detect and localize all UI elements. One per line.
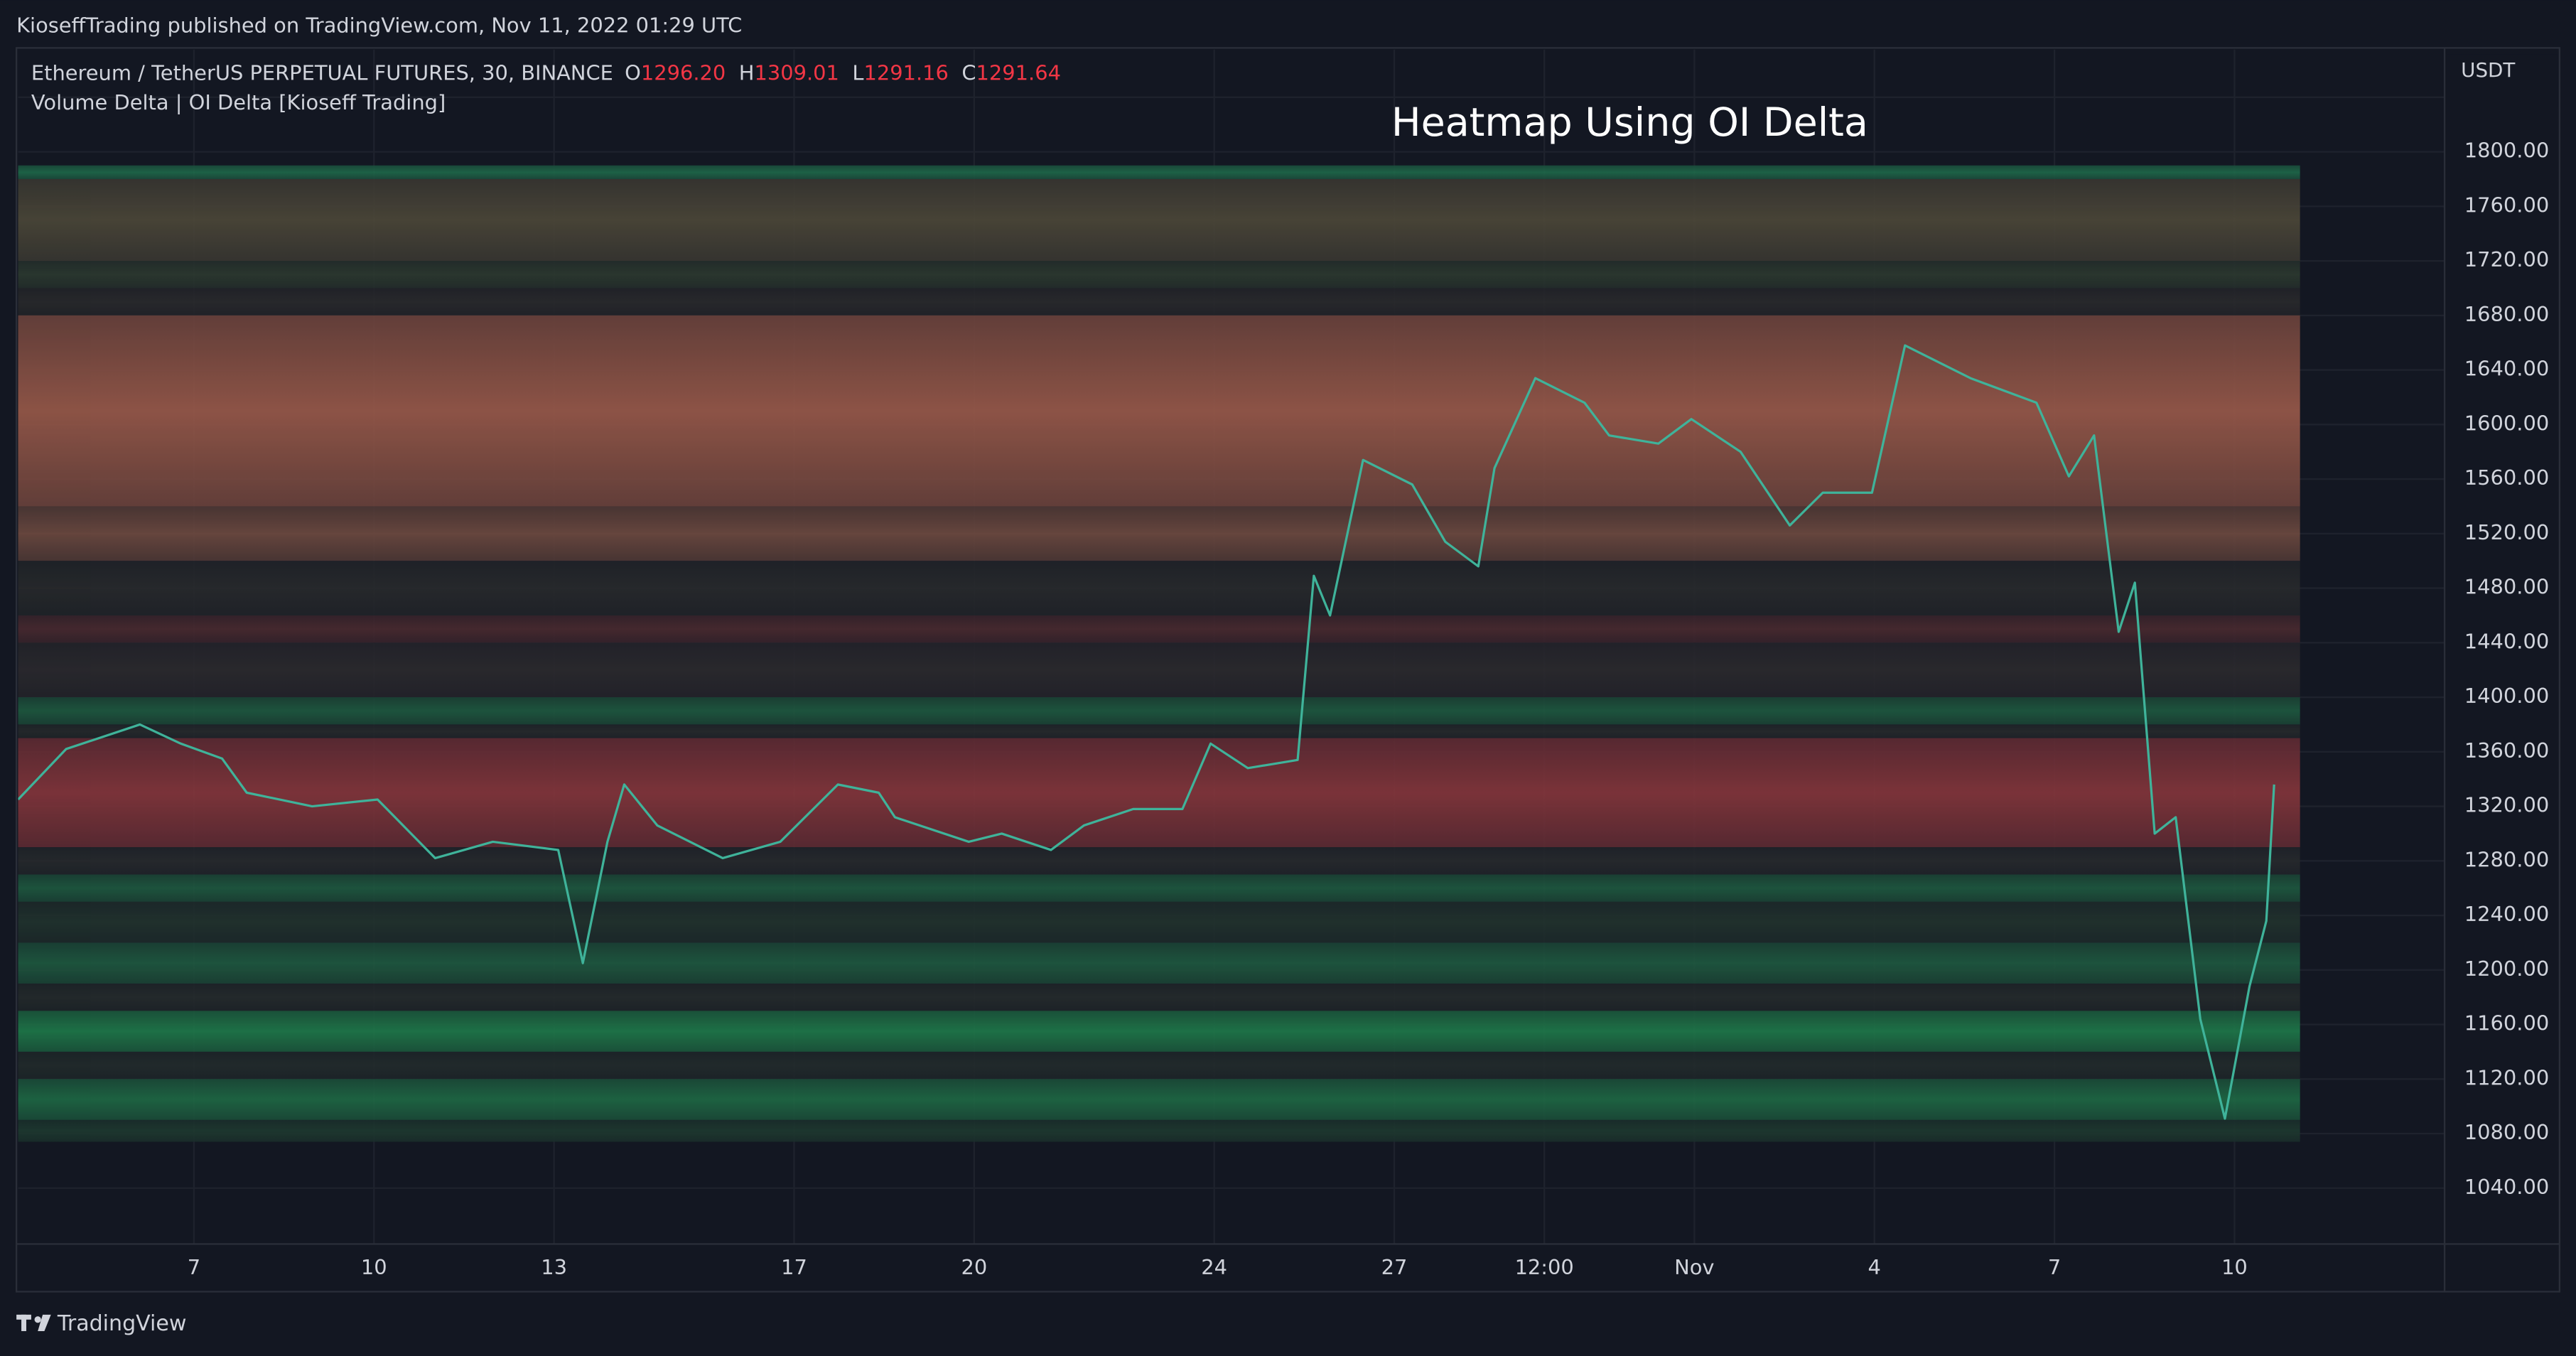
- band-shade: [18, 874, 2300, 902]
- band-shade: [18, 983, 2300, 1011]
- band-shade: [18, 1079, 2300, 1120]
- band-shade: [18, 1119, 2300, 1142]
- annotation: Heatmap Using OI Delta: [1391, 100, 1868, 146]
- band-shade: [18, 1051, 2300, 1080]
- x-tick-label: 10: [361, 1255, 387, 1279]
- published-line: KioseffTrading published on TradingView.…: [16, 13, 742, 37]
- x-tick-label: 4: [1868, 1255, 1881, 1279]
- ohlc-key: L: [852, 60, 863, 85]
- band-shade: [18, 615, 2300, 643]
- ohlc-key: H: [739, 60, 755, 85]
- x-tick-label: 13: [541, 1255, 567, 1279]
- y-unit: USDT: [2461, 58, 2516, 82]
- band-shade: [18, 288, 2300, 316]
- symbol-legend: Ethereum / TetherUS PERPETUAL FUTURES, 3…: [31, 60, 1061, 85]
- band-shade: [18, 942, 2300, 984]
- symbol-name: Ethereum / TetherUS PERPETUAL FUTURES, 3…: [31, 60, 613, 85]
- band-shade: [18, 901, 2300, 943]
- ohlc-value: 1296.20: [641, 60, 726, 85]
- x-tick-label: 12:00: [1515, 1255, 1574, 1279]
- y-tick-label: 1680.00: [2464, 302, 2549, 326]
- band-shade: [18, 642, 2300, 698]
- y-tick-label: 1320.00: [2464, 793, 2549, 817]
- x-tick-label: 7: [2048, 1255, 2061, 1279]
- y-tick-label: 1760.00: [2464, 193, 2549, 217]
- y-tick-label: 1640.00: [2464, 357, 2549, 381]
- y-tick-label: 1200.00: [2464, 957, 2549, 981]
- band-shade: [18, 165, 2300, 179]
- band-shade: [18, 315, 2300, 507]
- x-tick-label: 17: [781, 1255, 807, 1279]
- x-tick-label: 7: [188, 1255, 200, 1279]
- x-tick-label: 10: [2221, 1255, 2248, 1279]
- ohlc-value: 1291.16: [863, 60, 948, 85]
- band-shade: [18, 738, 2300, 848]
- x-tick-label: 27: [1381, 1255, 1408, 1279]
- y-tick-label: 1240.00: [2464, 902, 2549, 926]
- y-tick-label: 1720.00: [2464, 247, 2549, 271]
- band-shade: [18, 697, 2300, 725]
- band-shade: [18, 561, 2300, 615]
- brand-name: TradingView: [57, 1311, 187, 1336]
- ohlc-value: 1291.64: [976, 60, 1061, 85]
- ohlc-value: 1309.01: [754, 60, 839, 85]
- y-tick-label: 1600.00: [2464, 411, 2549, 435]
- band-shade: [18, 847, 2300, 875]
- band-shade: [18, 506, 2300, 561]
- y-tick-label: 1800.00: [2464, 139, 2549, 163]
- y-tick-label: 1080.00: [2464, 1120, 2549, 1144]
- indicator-legend: Volume Delta | OI Delta [Kioseff Trading…: [31, 90, 446, 114]
- y-tick-label: 1520.00: [2464, 520, 2549, 544]
- y-tick-label: 1400.00: [2464, 684, 2549, 708]
- y-tick-label: 1560.00: [2464, 466, 2549, 490]
- y-tick-label: 1440.00: [2464, 629, 2549, 653]
- y-tick-label: 1480.00: [2464, 575, 2549, 599]
- band-shade: [18, 1011, 2300, 1052]
- price-line: [18, 344, 2275, 1120]
- band-shade: [18, 724, 2300, 738]
- y-tick-label: 1280.00: [2464, 847, 2549, 871]
- y-tick-label: 1040.00: [2464, 1175, 2549, 1199]
- ohlc-key: O: [625, 60, 641, 85]
- y-tick-label: 1360.00: [2464, 738, 2549, 763]
- band-shade: [18, 261, 2300, 289]
- unit-backdrop: [2446, 54, 2558, 107]
- y-tick-label: 1120.00: [2464, 1065, 2549, 1089]
- x-tick-label: 20: [961, 1255, 987, 1279]
- x-tick-label: 24: [1201, 1255, 1227, 1279]
- y-tick-label: 1160.00: [2464, 1011, 2549, 1035]
- x-tick-label: Nov: [1674, 1255, 1714, 1279]
- band-shade: [18, 178, 2300, 262]
- ohlc-key: C: [961, 60, 976, 85]
- brand-logo: [16, 1314, 51, 1331]
